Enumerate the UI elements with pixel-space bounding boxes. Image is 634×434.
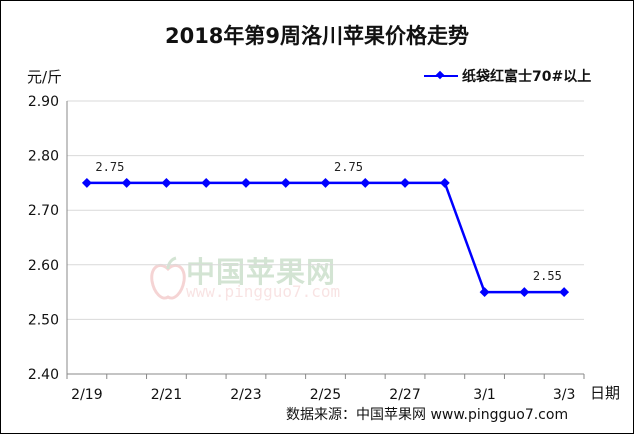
data-point (201, 177, 212, 188)
y-tick-label: 2.90 (28, 94, 59, 110)
watermark-text: 中国苹果网 (186, 255, 337, 289)
data-point (559, 287, 570, 298)
x-tick-label: 2/21 (151, 387, 182, 403)
x-tick-label: 3/3 (553, 387, 576, 403)
watermark-url: www.pingguo7.com (186, 282, 341, 301)
series-line (86, 181, 565, 294)
y-axis-unit: 元/斤 (27, 68, 63, 86)
data-point (439, 177, 450, 188)
x-axis-unit: 日期 (590, 384, 621, 402)
y-tick-label: 2.40 (28, 367, 59, 383)
x-tick-label: 2/19 (71, 387, 102, 403)
legend-label: 纸袋红富士70#以上 (462, 69, 592, 85)
data-point (280, 177, 291, 188)
y-tick-label: 2.60 (28, 258, 59, 274)
y-tick-label: 2.50 (28, 312, 59, 328)
y-tick-label: 2.80 (28, 149, 59, 165)
legend-marker-icon (424, 69, 458, 83)
chart-title: 2018年第9周洛川苹果价格走势 (164, 24, 470, 48)
data-label: 2.75 (334, 160, 363, 174)
data-point (121, 177, 132, 188)
data-label: 2.75 (95, 160, 124, 174)
data-point (479, 287, 490, 298)
data-point (519, 287, 530, 298)
x-tick-label: 2/23 (230, 387, 261, 403)
x-tick-label: 2/25 (310, 387, 341, 403)
data-point (161, 177, 172, 188)
x-tick-label: 3/1 (473, 387, 496, 403)
apple-logo-icon (150, 256, 186, 300)
data-point (81, 177, 92, 188)
y-tick-label: 2.70 (28, 203, 59, 219)
data-label: 2.55 (533, 269, 562, 283)
legend: 纸袋红富士70#以上 (424, 66, 591, 86)
data-point (241, 177, 251, 188)
data-point (360, 177, 371, 188)
x-tick-label: 2/27 (389, 387, 420, 403)
data-point (400, 177, 410, 188)
data-point (320, 177, 331, 188)
watermark-logo: 中国苹果网 www.pingguo7.com (148, 255, 378, 315)
source-note: 数据来源：中国苹果网 www.pingguo7.com (286, 407, 569, 423)
